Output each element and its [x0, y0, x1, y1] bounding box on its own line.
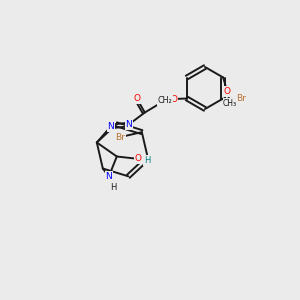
- Text: Br: Br: [116, 133, 125, 142]
- Text: N: N: [107, 122, 114, 131]
- Text: O: O: [170, 94, 178, 103]
- Text: N: N: [125, 120, 132, 129]
- Text: H: H: [110, 183, 116, 192]
- Text: CH₂: CH₂: [158, 96, 172, 105]
- Text: O: O: [135, 154, 142, 163]
- Text: CH₃: CH₃: [223, 99, 237, 108]
- Text: O: O: [224, 87, 231, 96]
- Text: N: N: [105, 172, 112, 181]
- Text: H: H: [144, 156, 150, 165]
- Text: Br: Br: [236, 94, 246, 103]
- Text: O: O: [133, 94, 140, 103]
